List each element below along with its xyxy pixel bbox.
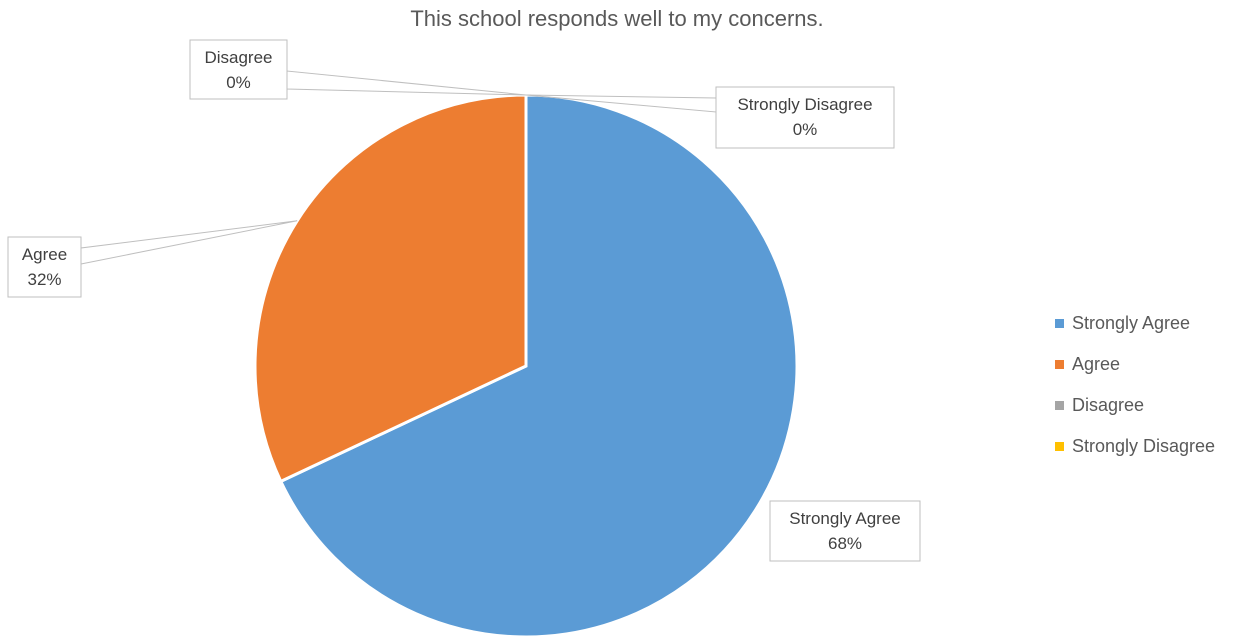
data-label-value: 68%: [828, 534, 862, 553]
legend-label-agree: Agree: [1072, 354, 1121, 374]
chart-title: This school responds well to my concerns…: [410, 6, 824, 31]
data-label-box: [189, 39, 288, 100]
data-label-strongly-disagree: Strongly Disagree 0%: [715, 86, 895, 149]
legend-swatch-strongly-agree: [1055, 319, 1064, 328]
data-label-disagree: Disagree 0%: [189, 39, 288, 100]
pie-slice-strongly-agree: [278, 93, 799, 637]
data-label-strongly-agree: Strongly Agree 68%: [769, 500, 921, 562]
legend-label-strongly-disagree: Strongly Disagree: [1072, 436, 1216, 456]
data-label-box: [769, 500, 921, 562]
legend-swatch-strongly-disagree: [1055, 442, 1064, 451]
data-label-box: [715, 86, 895, 149]
data-label-category: Strongly Disagree: [737, 95, 872, 114]
legend-item-agree: Agree: [1055, 344, 1215, 385]
legend-item-disagree: Disagree: [1055, 385, 1215, 426]
data-label-agree: Agree 32%: [7, 236, 82, 298]
legend-label-disagree: Disagree: [1072, 395, 1145, 415]
callout-leader-disagree: [286, 70, 527, 96]
data-label-category: Agree: [22, 245, 67, 264]
legend-swatch-agree: [1055, 360, 1064, 369]
legend-item-strongly-disagree: Strongly Disagree: [1055, 426, 1215, 467]
legend-swatch-disagree: [1055, 401, 1064, 410]
data-label-box: [7, 236, 82, 298]
legend-label-strongly-agree: Strongly Agree: [1072, 313, 1191, 333]
data-label-value: 0%: [226, 73, 251, 92]
data-label-value: 32%: [27, 270, 61, 289]
callout-leader-agree: [80, 220, 298, 265]
data-label-category: Disagree: [204, 48, 272, 67]
data-label-category: Strongly Agree: [789, 509, 901, 528]
legend-item-strongly-agree: Strongly Agree: [1055, 303, 1215, 344]
data-label-value: 0%: [793, 120, 818, 139]
legend: Strongly Agree Agree Disagree Strongly D…: [1055, 303, 1215, 467]
